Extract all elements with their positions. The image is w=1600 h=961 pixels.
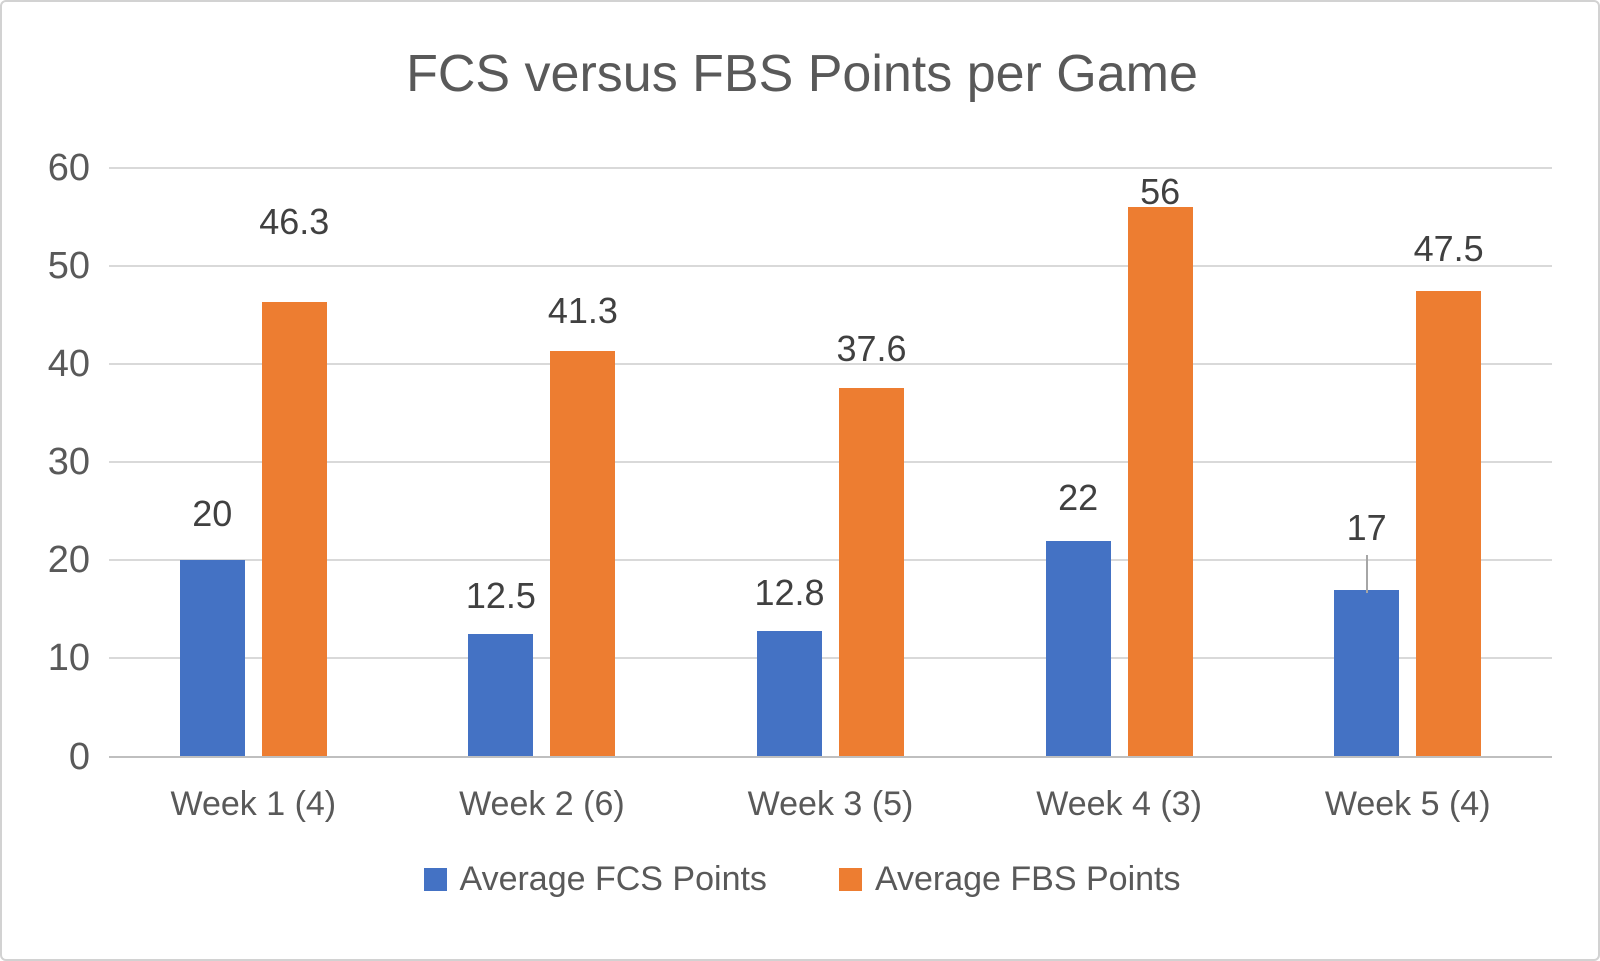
- legend-label-fcs: Average FCS Points: [459, 860, 767, 898]
- bar-fbs-week-3: [839, 387, 904, 757]
- bar-fbs-week-5: [1416, 290, 1482, 757]
- x-axis-category-label: Week 1 (4): [170, 785, 337, 823]
- gridline: [109, 559, 1552, 562]
- bar-fcs-week-1: [179, 560, 245, 757]
- x-axis-category-label: Week 5 (4): [1324, 785, 1491, 823]
- data-label-leader-line: [1365, 555, 1368, 593]
- bar-fcs-week-3: [757, 630, 822, 757]
- legend-item-fbs: Average FBS Points: [838, 860, 1181, 898]
- legend-item-fcs: Average FCS Points: [423, 860, 767, 898]
- data-label-fcs-week-5: 17: [1346, 507, 1387, 548]
- y-axis-tick-label: 50: [47, 245, 90, 288]
- bar-fbs-week-2: [550, 351, 616, 757]
- y-axis-tick-label: 20: [47, 539, 90, 582]
- gridline: [109, 657, 1552, 660]
- y-axis-tick-label: 60: [47, 147, 90, 190]
- gridline: [109, 265, 1552, 268]
- data-label-fcs-week-4: 22: [1058, 477, 1099, 518]
- y-axis-tick-label: 40: [47, 343, 90, 386]
- data-label-fbs-week-1: 46.3: [259, 201, 330, 242]
- y-axis-tick-label: 10: [47, 637, 90, 680]
- legend-swatch-fcs-icon: [423, 867, 447, 891]
- chart-title: FCS versus FBS Points per Game: [406, 45, 1198, 103]
- data-label-fbs-week-3: 37.6: [836, 328, 907, 369]
- gridline: [109, 461, 1552, 464]
- y-axis-tick-label: 0: [68, 735, 90, 778]
- legend-swatch-fbs-icon: [838, 867, 862, 891]
- data-label-fbs-week-4: 56: [1140, 171, 1181, 212]
- bar-fbs-week-1: [261, 302, 327, 757]
- gridline: [109, 363, 1552, 366]
- y-axis-tick-label: 30: [47, 441, 90, 484]
- data-label-fcs-week-2: 12.5: [465, 575, 536, 616]
- bar-fcs-week-4: [1045, 540, 1111, 757]
- data-label-fbs-week-2: 41.3: [547, 290, 618, 331]
- bar-fcs-week-2: [468, 633, 534, 757]
- legend-label-fbs: Average FBS Points: [874, 860, 1181, 898]
- data-label-fcs-week-1: 20: [192, 493, 233, 534]
- x-axis-line: [109, 755, 1552, 758]
- data-label-fbs-week-5: 47.5: [1413, 228, 1484, 269]
- legend: Average FCS Points Average FBS Points: [2, 854, 1598, 904]
- x-axis-category-label: Week 2 (6): [459, 785, 625, 823]
- x-axis-category-label: Week 3 (5): [747, 785, 914, 823]
- bar-fbs-week-4: [1127, 207, 1193, 757]
- data-label-fcs-week-3: 12.8: [754, 572, 825, 613]
- gridline: [109, 167, 1552, 170]
- x-axis-category-label: Week 4 (3): [1036, 785, 1202, 823]
- bar-fcs-week-5: [1334, 589, 1400, 757]
